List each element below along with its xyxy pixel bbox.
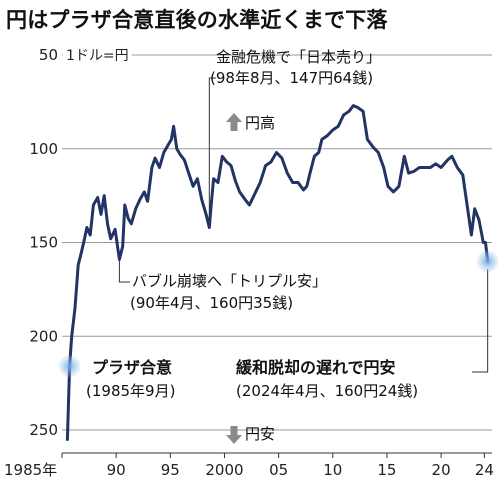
annotation-2024-title: 緩和脱却の遅れで円安 [236,358,396,377]
unit-label-background [63,47,132,65]
legend-down-label: 円安 [245,425,275,443]
x-tick-labels: 1985年 90 95 2000 05 10 15 20 24 [4,453,494,479]
y-tick-label-150: 150 [29,234,58,252]
legend-down: 円安 [226,425,275,444]
marker-2024 [476,250,499,273]
x-tick-label-90: 90 [107,461,126,479]
x-tick-label-10: 10 [323,461,342,479]
annotation-plaza-title: プラザ合意 [92,358,172,377]
series-line-usd-jpy [65,104,490,441]
x-tick-label-20: 20 [432,461,451,479]
x-tick-label-2000: 2000 [205,461,243,479]
y-tick-label-200: 200 [29,327,58,345]
x-tick-label-95: 95 [161,461,180,479]
x-tick-label-15: 15 [377,461,396,479]
x-tick-label-05: 05 [269,461,288,479]
annotation-1998-title: 金融危機で「日本売り」 [216,48,381,66]
annotation-2024-detail: (2024年4月、160円24銭) [236,382,418,400]
annotation-leaders [118,77,489,373]
annotation-1990-detail: (90年4月、160円35銭) [130,294,293,312]
y-tick-labels: 50 100 150 200 250 [29,46,58,439]
highlight-markers [58,250,499,378]
annotation-1998-detail: (98年8月、147円64銭) [210,69,373,87]
chart-title: 円はプラザ合意直後の水準近くまで下落 [6,8,388,32]
annotation-plaza-detail: (1985年9月) [86,382,175,400]
x-tick-label-24: 24 [475,461,494,479]
legend-up-label: 円高 [245,114,275,132]
arrow-down-icon [226,426,242,444]
unit-label: 1ドル=円 [66,48,129,64]
leader-1998 [208,77,216,228]
y-tick-label-50: 50 [39,46,58,64]
leader-1990 [118,259,130,283]
y-tick-label-100: 100 [29,140,58,158]
leader-2024 [472,269,489,373]
marker-plaza-accord [58,355,81,378]
annotation-1990-title: バブル崩壊へ「トリプル安」 [132,272,327,290]
arrow-up-icon [226,113,242,131]
x-tick-label-1985年: 1985年 [4,461,57,479]
legend-up: 円高 [226,113,275,132]
y-tick-label-250: 250 [29,421,58,439]
grid-lines [62,54,492,431]
